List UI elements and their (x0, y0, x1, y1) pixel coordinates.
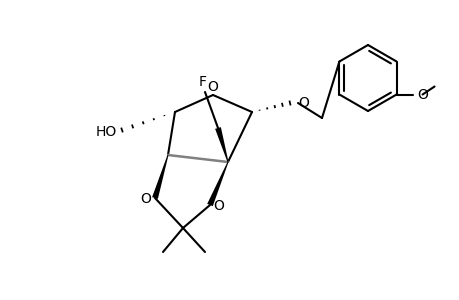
Text: F: F (199, 75, 207, 89)
Text: O: O (213, 199, 224, 213)
Text: O: O (140, 192, 151, 206)
Polygon shape (215, 127, 228, 162)
Text: O: O (297, 96, 308, 110)
Text: HO: HO (95, 125, 117, 139)
Polygon shape (152, 155, 168, 199)
Text: O: O (207, 80, 218, 94)
Text: O: O (417, 88, 427, 101)
Polygon shape (207, 162, 228, 206)
